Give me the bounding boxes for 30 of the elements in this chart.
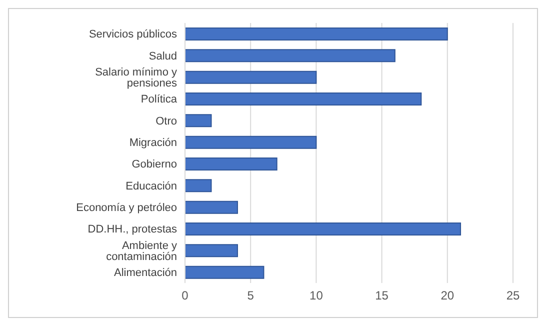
bar xyxy=(185,136,317,149)
y-tick-label: Gobierno xyxy=(132,158,177,171)
x-tick-label: 10 xyxy=(310,288,324,303)
bar xyxy=(185,244,238,258)
y-tick-label: Otro xyxy=(156,115,177,128)
y-tick-label: Política xyxy=(140,94,178,106)
y-tick-label: Servicios públicos xyxy=(88,28,178,41)
bar xyxy=(185,70,317,84)
x-tick-label: 20 xyxy=(440,288,454,303)
bar xyxy=(185,28,448,40)
x-tick-label: 15 xyxy=(375,288,389,303)
bar xyxy=(185,222,462,236)
bar xyxy=(185,179,212,192)
y-tick-label: Salario mínimo y pensiones xyxy=(95,66,178,90)
bar xyxy=(185,92,422,106)
y-tick-label: DD.HH., protestas xyxy=(88,224,178,236)
bar xyxy=(185,49,396,62)
y-tick-label: Salud xyxy=(148,50,177,62)
x-tick-label: 5 xyxy=(247,288,254,303)
bar xyxy=(185,200,238,214)
bar xyxy=(185,158,278,170)
y-tick-label: Economía y petróleo xyxy=(76,202,177,214)
bar xyxy=(185,114,212,128)
y-tick-label: Migración xyxy=(129,137,177,150)
y-tick-label: Ambiente y contaminación xyxy=(106,240,178,263)
x-tick-label: 25 xyxy=(506,288,520,303)
y-tick-label: Alimentación xyxy=(114,267,177,280)
x-tick-label: 0 xyxy=(182,288,189,303)
y-tick-label: Educación xyxy=(126,180,177,192)
bar xyxy=(185,266,264,279)
